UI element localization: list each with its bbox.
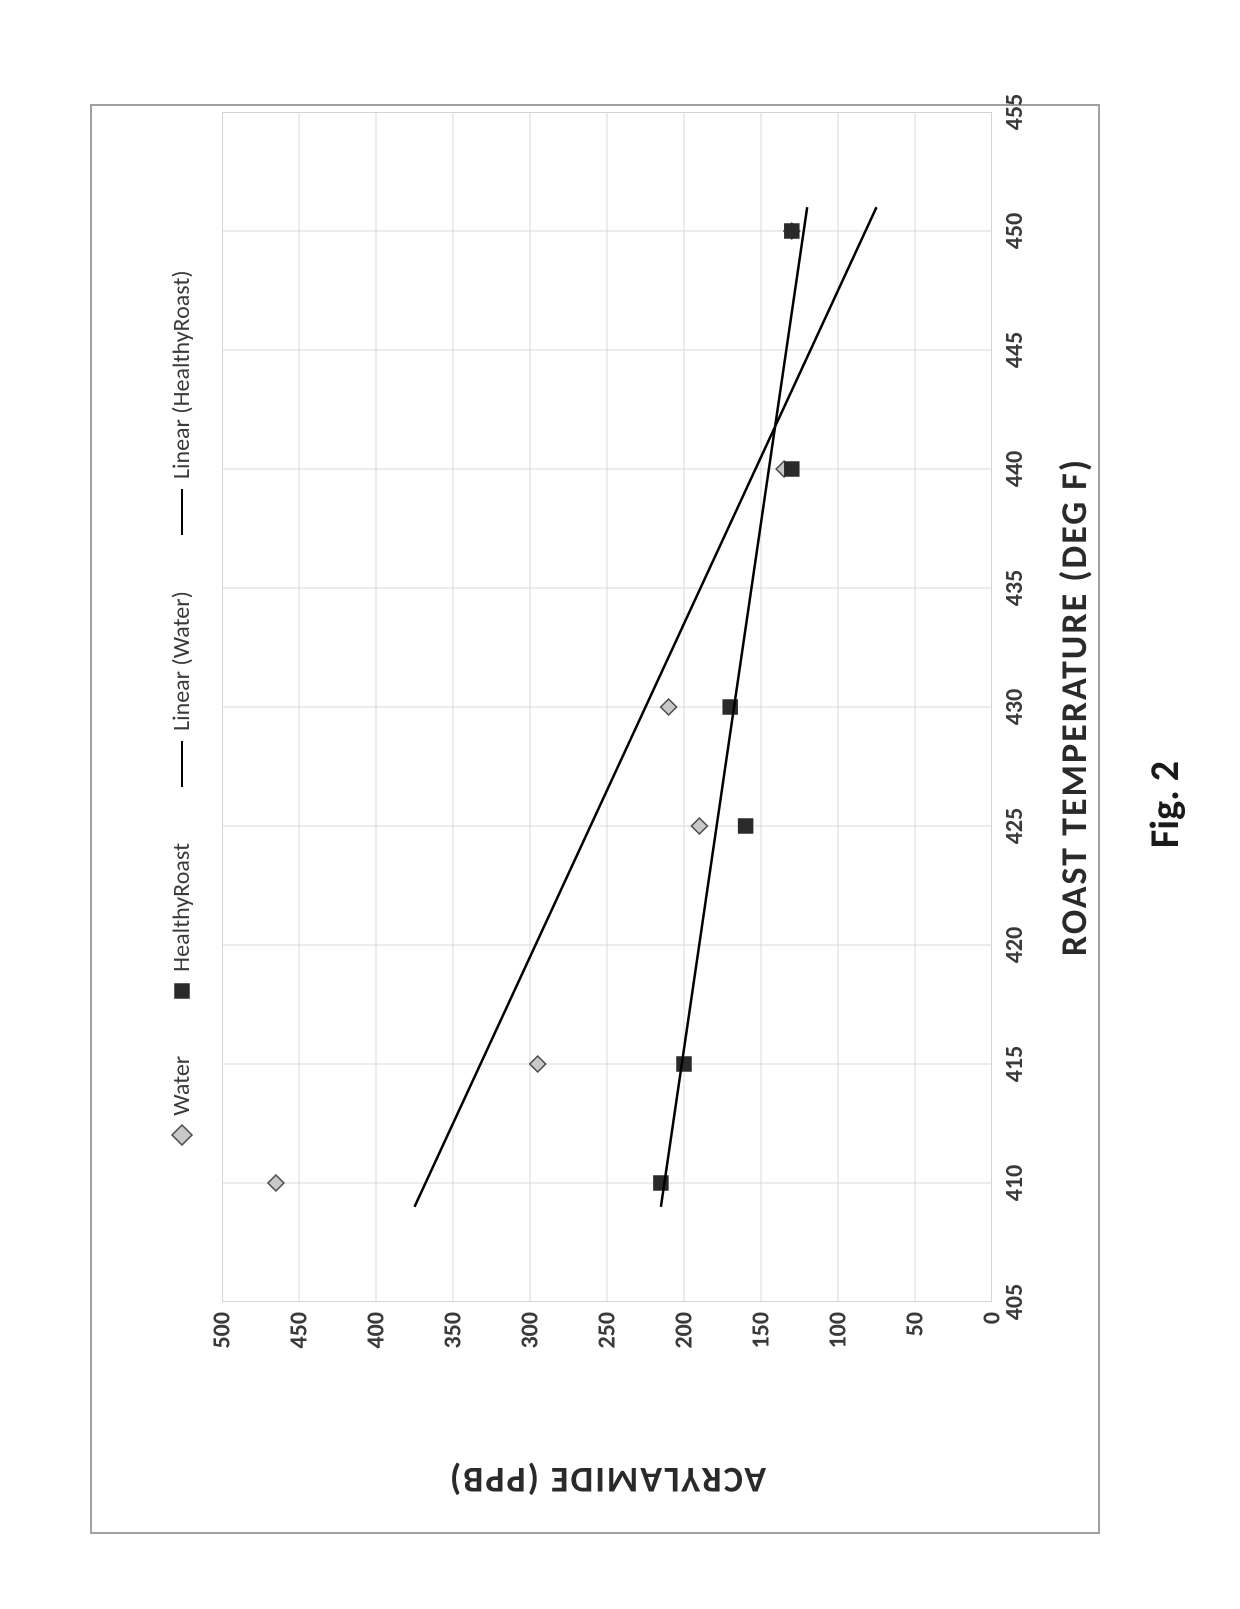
plot-svg	[222, 112, 992, 1302]
y-tick-label: 400	[362, 1312, 391, 1422]
legend-item-water: Water	[167, 1056, 196, 1144]
y-axis-ticks: 050100150200250300350400450500	[222, 1312, 992, 1422]
legend-label: Water	[167, 1056, 196, 1116]
diamond-icon	[173, 1126, 191, 1144]
x-tick-label: 455	[1000, 94, 1029, 131]
y-tick-label: 300	[516, 1312, 545, 1422]
y-tick-label: 100	[824, 1312, 853, 1422]
y-tick-label: 250	[593, 1312, 622, 1422]
y-tick-label: 200	[670, 1312, 699, 1422]
x-tick-label: 405	[1000, 1284, 1029, 1321]
y-tick-label: 150	[747, 1312, 776, 1422]
x-tick-label: 440	[1000, 451, 1029, 488]
line-icon	[181, 741, 183, 787]
y-tick-label: 450	[285, 1312, 314, 1422]
x-axis-ticks: 405410415420425430435440445450455	[1000, 112, 1040, 1302]
square-icon	[173, 982, 191, 1000]
plot-area	[222, 112, 992, 1302]
legend-label: Linear (Water)	[167, 591, 196, 731]
x-tick-label: 430	[1000, 689, 1029, 726]
legend-label: Linear (HealthyRoast)	[167, 270, 196, 479]
x-tick-label: 420	[1000, 927, 1029, 964]
y-axis-label: ACRYLAMIDE (PPB)	[222, 1458, 992, 1502]
y-tick-label: 500	[208, 1312, 237, 1422]
x-axis-label: ROAST TEMPERATURE (DEG F)	[1052, 112, 1096, 1302]
x-tick-label: 450	[1000, 213, 1029, 250]
line-icon	[181, 489, 183, 535]
x-tick-label: 410	[1000, 1165, 1029, 1202]
rotated-stage: Water HealthyRoast Linear (Water) Linear…	[0, 0, 1240, 1609]
x-tick-label: 415	[1000, 1046, 1029, 1083]
y-tick-label: 0	[978, 1312, 1007, 1422]
legend-item-linear-water: Linear (Water)	[167, 591, 196, 787]
figure-caption: Fig. 2	[1140, 0, 1189, 1609]
chart-frame: Water HealthyRoast Linear (Water) Linear…	[90, 104, 1100, 1534]
legend: Water HealthyRoast Linear (Water) Linear…	[167, 112, 196, 1302]
legend-label: HealthyRoast	[167, 843, 196, 972]
legend-item-healthyroast: HealthyRoast	[167, 843, 196, 1000]
x-tick-label: 425	[1000, 808, 1029, 845]
x-tick-label: 445	[1000, 332, 1029, 369]
x-tick-label: 435	[1000, 570, 1029, 607]
y-tick-label: 50	[901, 1312, 930, 1422]
legend-item-linear-healthyroast: Linear (HealthyRoast)	[167, 270, 196, 535]
y-tick-label: 350	[439, 1312, 468, 1422]
